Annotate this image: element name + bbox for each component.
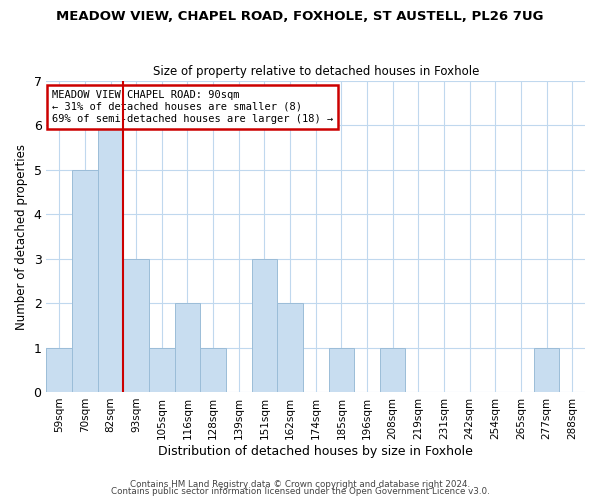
X-axis label: Distribution of detached houses by size in Foxhole: Distribution of detached houses by size … bbox=[158, 444, 473, 458]
Bar bbox=[124, 258, 149, 392]
Y-axis label: Number of detached properties: Number of detached properties bbox=[15, 144, 28, 330]
Text: Contains public sector information licensed under the Open Government Licence v3: Contains public sector information licen… bbox=[110, 487, 490, 496]
Bar bbox=[200, 348, 226, 392]
Bar bbox=[251, 258, 277, 392]
Bar bbox=[329, 348, 354, 392]
Text: Contains HM Land Registry data © Crown copyright and database right 2024.: Contains HM Land Registry data © Crown c… bbox=[130, 480, 470, 489]
Text: MEADOW VIEW CHAPEL ROAD: 90sqm
← 31% of detached houses are smaller (8)
69% of s: MEADOW VIEW CHAPEL ROAD: 90sqm ← 31% of … bbox=[52, 90, 333, 124]
Bar bbox=[534, 348, 559, 392]
Title: Size of property relative to detached houses in Foxhole: Size of property relative to detached ho… bbox=[152, 66, 479, 78]
Bar bbox=[175, 303, 200, 392]
Bar bbox=[277, 303, 303, 392]
Bar bbox=[380, 348, 406, 392]
Bar bbox=[149, 348, 175, 392]
Bar bbox=[72, 170, 98, 392]
Bar bbox=[98, 126, 124, 392]
Text: MEADOW VIEW, CHAPEL ROAD, FOXHOLE, ST AUSTELL, PL26 7UG: MEADOW VIEW, CHAPEL ROAD, FOXHOLE, ST AU… bbox=[56, 10, 544, 23]
Bar bbox=[46, 348, 72, 392]
